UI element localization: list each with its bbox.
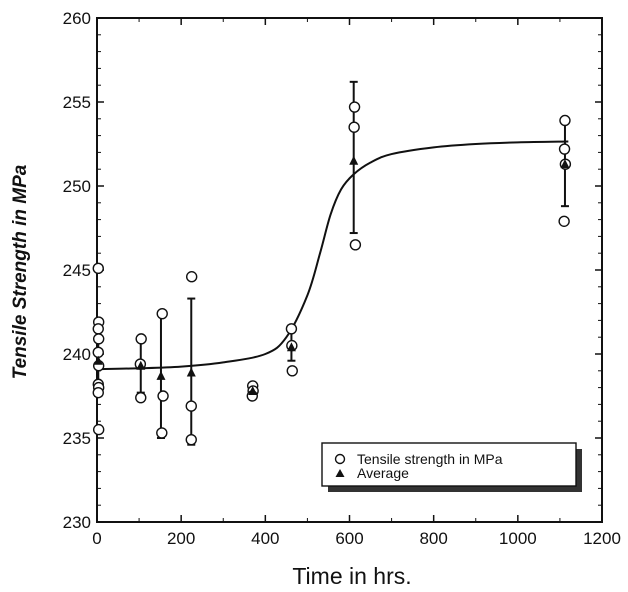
data-point-circle bbox=[559, 114, 571, 127]
legend-label-tensile: Tensile strength in MPa bbox=[357, 451, 503, 467]
data-point-circle bbox=[135, 333, 147, 345]
y-tick-label: 255 bbox=[63, 93, 91, 112]
y-tick-label: 245 bbox=[63, 261, 91, 280]
data-point-circle bbox=[558, 215, 570, 227]
data-point-circle bbox=[558, 143, 571, 155]
x-tick-label: 1200 bbox=[583, 529, 621, 548]
data-point-circle bbox=[185, 400, 197, 412]
y-axis: 230 235 240 245 250 255 260 bbox=[63, 9, 602, 532]
fit-curve-line bbox=[96, 140, 569, 371]
fit-curve bbox=[96, 140, 569, 371]
average-point-triangle bbox=[349, 155, 359, 165]
x-tick-label: 0 bbox=[92, 529, 101, 548]
y-tick-label: 250 bbox=[63, 177, 91, 196]
data-point-circle bbox=[285, 323, 298, 335]
data-point-circle bbox=[185, 271, 198, 283]
error-bars bbox=[94, 80, 569, 446]
x-tick-label: 200 bbox=[167, 529, 195, 548]
x-tick-label: 400 bbox=[251, 529, 279, 548]
data-point-circle bbox=[156, 427, 168, 439]
legend-label-average: Average bbox=[357, 465, 409, 481]
average-point-triangle bbox=[156, 370, 166, 380]
data-point-circle bbox=[348, 121, 360, 133]
average-points bbox=[93, 155, 570, 395]
tensile-points bbox=[92, 101, 572, 446]
data-point-circle bbox=[92, 386, 104, 399]
data-point-circle bbox=[349, 239, 362, 251]
data-point-circle bbox=[185, 433, 197, 446]
y-axis-title: Tensile Strength in MPa bbox=[10, 164, 31, 379]
data-point-circle bbox=[92, 333, 105, 345]
x-axis: 0 200 400 600 800 1000 1200 bbox=[92, 18, 621, 548]
y-tick-label: 260 bbox=[63, 9, 91, 28]
average-point-triangle bbox=[248, 385, 258, 395]
average-point-triangle bbox=[136, 360, 146, 370]
x-tick-label: 1000 bbox=[499, 529, 537, 548]
y-tick-label: 240 bbox=[63, 345, 91, 364]
data-point-circle bbox=[92, 423, 105, 436]
average-point-triangle bbox=[93, 355, 103, 365]
data-point-circle bbox=[92, 262, 104, 275]
data-point-circle bbox=[286, 365, 298, 377]
average-point-triangle bbox=[186, 367, 196, 377]
data-point-circle bbox=[135, 391, 147, 404]
y-tick-label: 235 bbox=[63, 429, 91, 448]
data-point-circle bbox=[92, 323, 104, 335]
data-point-circle bbox=[156, 307, 168, 320]
legend-box bbox=[321, 442, 577, 487]
average-point-triangle bbox=[286, 342, 296, 352]
x-tick-label: 600 bbox=[335, 529, 363, 548]
legend-triangle-marker bbox=[335, 469, 345, 477]
x-axis-title: Time in hrs. bbox=[292, 563, 411, 589]
average-point-triangle bbox=[560, 159, 570, 169]
data-point-circle bbox=[348, 101, 361, 113]
y-tick-label: 230 bbox=[63, 513, 91, 532]
legend: Tensile strength in MPa Average bbox=[321, 442, 582, 492]
x-tick-label: 800 bbox=[419, 529, 447, 548]
data-point-circle bbox=[157, 390, 169, 402]
legend-circle-marker bbox=[334, 453, 346, 465]
